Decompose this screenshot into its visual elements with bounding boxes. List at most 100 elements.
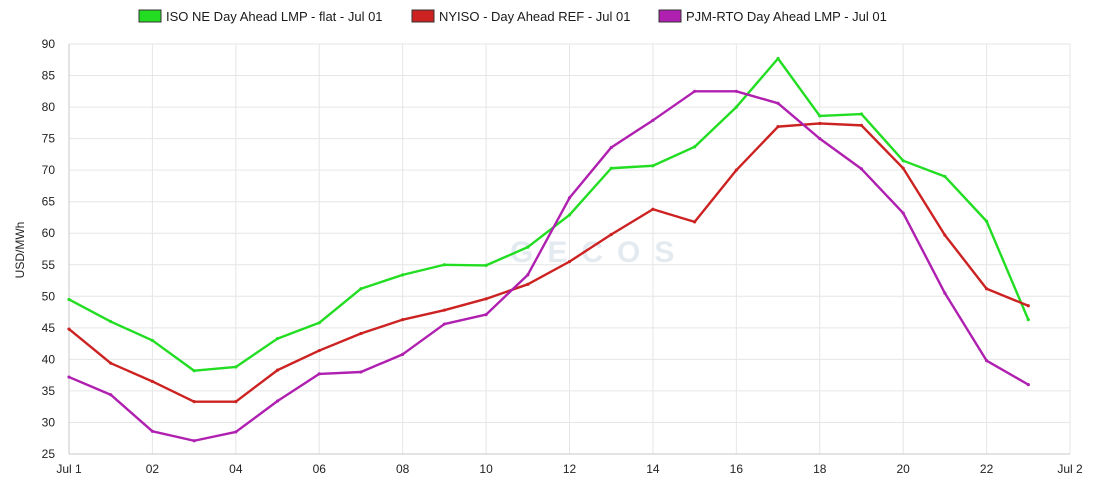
series-point[interactable] (401, 273, 405, 277)
series-point[interactable] (776, 56, 780, 61)
legend-item[interactable]: NYISO - Day Ahead REF - Jul 01 (411, 9, 630, 24)
series-point[interactable] (943, 291, 947, 295)
series-line-2[interactable] (68, 90, 1029, 442)
series-point[interactable] (150, 379, 155, 384)
y-axis-ticks: 25 30 35 40 45 50 55 60 65 70 75 80 85 90 (42, 37, 56, 461)
series-point[interactable] (109, 361, 113, 365)
series-point[interactable] (859, 123, 864, 127)
series-point[interactable] (442, 308, 446, 312)
series-point[interactable] (484, 263, 488, 267)
series-point[interactable] (943, 233, 947, 237)
series-point[interactable] (192, 369, 196, 373)
x-tick-label: 02 (146, 462, 160, 476)
series-point[interactable] (109, 319, 113, 324)
series-point[interactable] (526, 273, 530, 277)
series-point[interactable] (192, 439, 196, 443)
series-point[interactable] (526, 245, 530, 249)
series-point[interactable] (609, 145, 613, 150)
series-point[interactable] (484, 297, 488, 301)
series-point[interactable] (401, 318, 405, 322)
series-point[interactable] (67, 375, 71, 379)
y-tick-label: 60 (42, 226, 56, 240)
x-tick-label: 12 (563, 462, 577, 476)
series-point[interactable] (776, 101, 780, 105)
series-point[interactable] (1026, 304, 1030, 308)
x-tick-label: 22 (980, 462, 994, 476)
series-line-0[interactable] (68, 57, 1030, 372)
series-line-1[interactable] (68, 122, 1029, 403)
series-point[interactable] (693, 89, 697, 93)
series-point[interactable] (67, 327, 71, 331)
series-point[interactable] (234, 400, 238, 404)
series-point[interactable] (150, 429, 155, 433)
legend: ISO NE Day Ahead LMP - flat - Jul 01 NYIS… (138, 9, 887, 24)
legend-swatch (138, 9, 162, 23)
series-point[interactable] (359, 287, 363, 291)
series-point[interactable] (484, 313, 488, 317)
series-point[interactable] (693, 220, 697, 224)
series-point[interactable] (984, 359, 989, 363)
legend-item[interactable]: PJM-RTO Day Ahead LMP - Jul 01 (658, 9, 887, 24)
series-point[interactable] (901, 166, 905, 170)
x-tick-label: Jul 2 (1057, 462, 1083, 476)
series-point[interactable] (1026, 318, 1030, 322)
series-point[interactable] (734, 89, 738, 93)
series-point[interactable] (818, 137, 822, 141)
series-point[interactable] (818, 114, 822, 118)
x-tick-label: 14 (646, 462, 660, 476)
y-tick-label: 65 (42, 195, 56, 209)
series-point[interactable] (275, 336, 280, 341)
series-point[interactable] (609, 232, 613, 237)
series-point[interactable] (109, 393, 113, 397)
x-tick-label: 18 (813, 462, 827, 476)
series-point[interactable] (67, 297, 71, 302)
series-point[interactable] (150, 338, 155, 343)
legend-item[interactable]: ISO NE Day Ahead LMP - flat - Jul 01 (138, 9, 383, 24)
series-point[interactable] (442, 263, 446, 267)
series-point[interactable] (651, 207, 655, 211)
series-point[interactable] (1026, 383, 1030, 387)
series-point[interactable] (609, 166, 613, 170)
series-point[interactable] (734, 168, 738, 172)
series-point[interactable] (526, 282, 530, 286)
series-point[interactable] (693, 145, 697, 149)
series-point[interactable] (567, 213, 572, 217)
series-point[interactable] (317, 348, 321, 353)
legend-label: NYISO - Day Ahead REF - Jul 01 (439, 9, 630, 24)
series-point[interactable] (567, 260, 572, 264)
series-point[interactable] (859, 167, 864, 171)
watermark: GECOS (510, 236, 688, 269)
series-point[interactable] (234, 430, 238, 434)
y-tick-label: 85 (42, 69, 56, 83)
series-point[interactable] (984, 219, 989, 223)
legend-label: PJM-RTO Day Ahead LMP - Jul 01 (686, 9, 887, 24)
series-point[interactable] (275, 399, 280, 403)
series-point[interactable] (317, 372, 321, 376)
series-point[interactable] (859, 112, 864, 116)
series-point[interactable] (359, 331, 363, 336)
series-point[interactable] (776, 125, 780, 129)
series-point[interactable] (984, 287, 989, 291)
y-tick-label: 70 (42, 163, 56, 177)
series-point[interactable] (567, 196, 572, 200)
series-point[interactable] (275, 368, 280, 372)
series-point[interactable] (651, 164, 655, 168)
y-tick-label: 55 (42, 258, 56, 272)
x-tick-label: Jul 1 (56, 462, 82, 476)
series-point[interactable] (901, 159, 905, 163)
x-tick-label: 20 (896, 462, 910, 476)
series-point[interactable] (943, 174, 947, 179)
legend-label: ISO NE Day Ahead LMP - flat - Jul 01 (166, 9, 383, 24)
series-point[interactable] (234, 365, 238, 369)
series-point[interactable] (651, 118, 655, 122)
series-point[interactable] (401, 352, 405, 356)
series-point[interactable] (818, 121, 822, 126)
y-tick-label: 90 (42, 37, 56, 51)
series-point[interactable] (317, 321, 321, 325)
series-point[interactable] (192, 400, 196, 404)
series-point[interactable] (734, 105, 738, 109)
series-point[interactable] (442, 322, 446, 326)
series-point[interactable] (901, 211, 905, 215)
series-point[interactable] (359, 370, 363, 374)
